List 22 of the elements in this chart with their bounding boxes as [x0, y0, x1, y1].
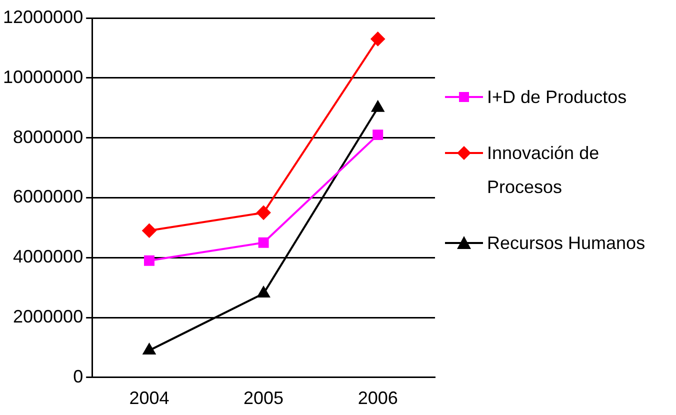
point — [256, 206, 271, 220]
point — [372, 130, 384, 140]
point — [144, 255, 154, 266]
legend-label: Innovación de Procesos — [487, 142, 600, 199]
x-tick-label: 2006 — [358, 388, 398, 408]
x-tick-label: 2004 — [129, 388, 170, 408]
y-tick-label: 8000000 — [13, 126, 84, 147]
y-tick-label: 2000000 — [13, 306, 84, 326]
y-tick-label: 10000000 — [2, 66, 84, 87]
y-tick-label: 4000000 — [13, 246, 84, 267]
point — [142, 224, 156, 238]
point — [370, 32, 385, 46]
legend-label: Recursos Humanos — [487, 232, 646, 255]
point — [257, 286, 270, 298]
x-tick-label: 2005 — [244, 388, 284, 408]
point — [143, 343, 156, 354]
y-tick-label: 0 — [73, 366, 84, 386]
y-tick-label: 12000000 — [2, 6, 84, 27]
legend-label: I+D de Productos — [487, 86, 627, 109]
point — [258, 237, 269, 248]
y-tick-label: 6000000 — [13, 186, 84, 207]
point — [372, 100, 384, 112]
